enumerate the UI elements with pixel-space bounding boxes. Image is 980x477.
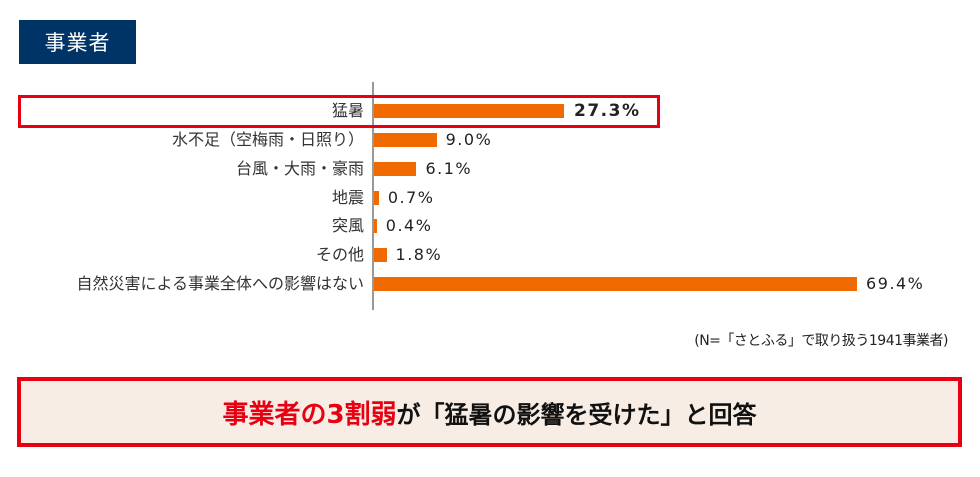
bar	[374, 104, 564, 118]
category-label: 自然災害による事業全体への影響はない	[76, 274, 364, 293]
highlight-box	[18, 95, 660, 128]
category-label: 地震	[331, 188, 364, 207]
conclusion-text: が「猛暑の影響を受けた」と回答	[396, 400, 757, 429]
category-label: 猛暑	[331, 101, 364, 120]
value-label: 27.3%	[574, 101, 641, 121]
bar	[374, 248, 387, 262]
conclusion-banner: 事業者の3割弱 が「猛暑の影響を受けた」と回答	[17, 377, 962, 447]
chart-row: 突風 0.4%	[0, 214, 980, 238]
bar	[374, 191, 379, 205]
chart-row: 地震 0.7%	[0, 186, 980, 210]
value-label: 0.7%	[387, 188, 435, 207]
category-tag: 事業者	[19, 20, 136, 64]
value-label: 69.4%	[866, 274, 925, 293]
value-label: 1.8%	[395, 245, 443, 264]
category-label: 台風・大雨・豪雨	[235, 159, 364, 178]
bar	[374, 219, 377, 233]
category-label: その他	[315, 245, 364, 264]
chart-row: 猛暑 27.3%	[0, 99, 980, 123]
value-label: 0.4%	[385, 216, 433, 235]
chart-row: 水不足（空梅雨・日照り） 9.0%	[0, 128, 980, 152]
value-label: 9.0%	[445, 130, 493, 149]
chart-row: その他 1.8%	[0, 243, 980, 267]
chart-row: 台風・大雨・豪雨 6.1%	[0, 157, 980, 181]
bar	[374, 162, 417, 176]
category-label: 突風	[331, 216, 364, 235]
bar	[374, 277, 858, 291]
sample-size-note: (N=「さとふる」で取り扱う1941事業者)	[694, 333, 948, 349]
bar	[374, 133, 437, 147]
chart-row: 自然災害による事業全体への影響はない 69.4%	[0, 272, 980, 296]
value-label: 6.1%	[425, 159, 473, 178]
chart-axis-line	[372, 82, 374, 310]
category-label: 水不足（空梅雨・日照り）	[171, 130, 364, 149]
conclusion-emphasis: 事業者の3割弱	[222, 399, 397, 430]
